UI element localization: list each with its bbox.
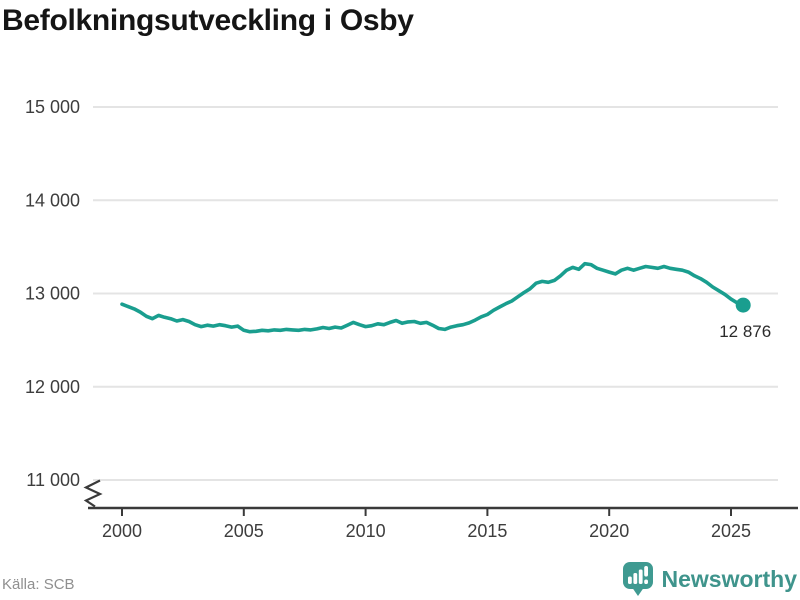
last-value-label: 12 876 [719, 322, 771, 341]
y-tick-label: 11 000 [26, 470, 80, 490]
newsworthy-icon [622, 562, 653, 596]
y-gridlines [93, 106, 778, 481]
newsworthy-wordmark: Newsworthy [661, 566, 797, 592]
y-tick-label: 14 000 [25, 190, 80, 210]
x-tick-label: 2010 [346, 521, 386, 541]
y-tick-label: 13 000 [25, 284, 80, 304]
newsworthy-logo: Newsworthy [622, 561, 797, 597]
x-tick-label: 2005 [224, 521, 264, 541]
x-tick-label: 2025 [711, 521, 751, 541]
chart-title: Befolkningsutveckling i Osby [2, 4, 414, 37]
x-tick-label: 2020 [589, 521, 629, 541]
x-axis-labels: 2000 2005 2010 2015 2020 2025 [102, 521, 751, 541]
axis-break-icon [83, 479, 103, 508]
source-label: Källa: SCB [2, 576, 75, 593]
y-tick-label: 15 000 [25, 97, 80, 117]
y-tick-label: 12 000 [25, 377, 80, 397]
x-tick-label: 2000 [102, 521, 142, 541]
population-line [120, 261, 746, 334]
x-axis-ticks [121, 508, 732, 516]
last-point-marker [735, 297, 751, 313]
y-axis-labels: 15 000 14 000 13 000 12 000 11 000 [25, 97, 80, 490]
x-tick-label: 2015 [467, 521, 507, 541]
